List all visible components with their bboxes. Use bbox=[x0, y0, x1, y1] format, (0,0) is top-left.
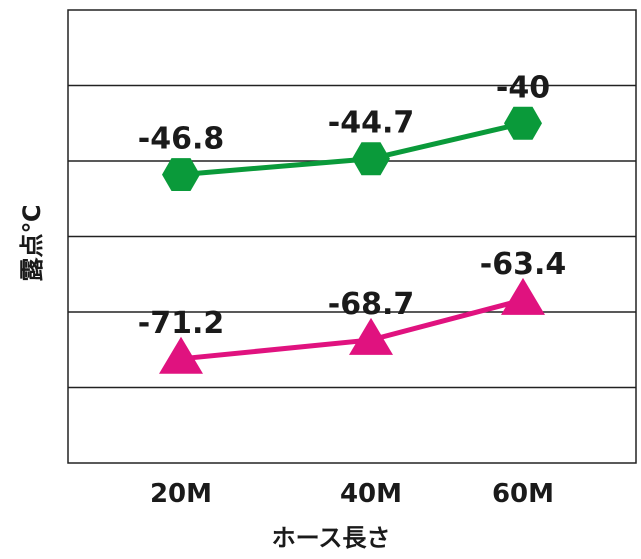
series-0-marker-0 bbox=[162, 158, 200, 191]
series-1-marker-2 bbox=[501, 277, 545, 315]
series-0-marker-1 bbox=[352, 142, 390, 176]
series-0-data-label-2: -40 bbox=[496, 70, 550, 105]
series-1-data-label-0: -71.2 bbox=[138, 306, 224, 341]
series-0-data-label-0: -46.8 bbox=[138, 122, 224, 157]
series-1-data-label-1: -68.7 bbox=[328, 287, 414, 322]
series-0-marker-2 bbox=[504, 106, 542, 140]
x-tick-labels: 20M 40M 60M bbox=[150, 479, 554, 509]
y-axis-title: 露点℃ bbox=[18, 204, 46, 281]
series-1-marker-1 bbox=[349, 317, 393, 355]
plot-frame bbox=[67, 9, 637, 464]
series-layer: -46.8 -44.7 -40 -71.2 -68.7 -63.4 bbox=[138, 70, 566, 374]
series-0-data-label-1: -44.7 bbox=[328, 106, 414, 141]
series-1-data-label-2: -63.4 bbox=[480, 247, 566, 282]
x-tick-label-1: 40M bbox=[340, 479, 402, 509]
series-1-marker-0 bbox=[159, 336, 203, 374]
x-axis-title: ホース長さ bbox=[272, 524, 391, 552]
x-tick-label-2: 60M bbox=[492, 479, 554, 509]
x-tick-label-0: 20M bbox=[150, 479, 212, 509]
